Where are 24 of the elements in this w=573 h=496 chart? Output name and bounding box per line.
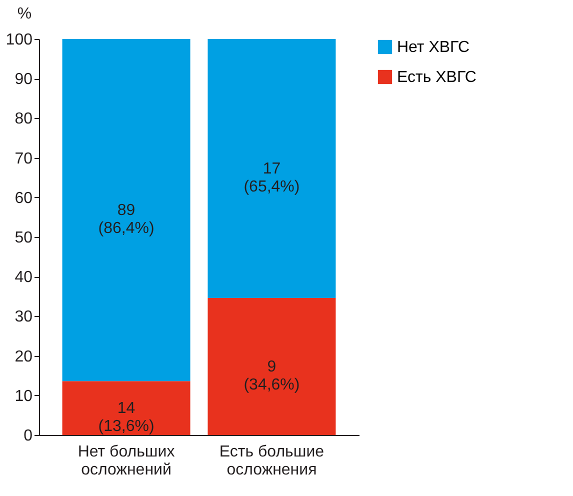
y-tick-label: 80 [14,110,33,128]
bar [208,39,336,298]
x-tick-label: Есть большие осложнения [219,444,324,478]
bar [62,381,190,435]
y-axis-title: % [17,6,32,22]
data-label: 14 (13,6%) [98,400,154,436]
data-label: 17 (65,4%) [244,160,300,196]
y-tick-label: 70 [14,150,33,168]
y-tick-label: 90 [14,71,33,88]
legend-label: Есть ХВГС [397,69,476,86]
bar [62,39,190,382]
y-tick-label: 20 [14,348,33,366]
y-tick-label: 60 [14,190,33,207]
data-label: 89 (86,4%) [98,202,154,238]
y-tick-label: 100 [6,32,33,48]
data-label: 9 (34,6%) [244,358,300,394]
y-tick-label: 50 [14,230,33,246]
x-tick-label: Нет больших осложнений [78,444,175,478]
y-tick-label: 10 [14,388,33,405]
y-tick-label: 0 [24,428,33,444]
bar [208,298,336,435]
y-tick-label: 30 [14,308,33,326]
legend-label: Нет ХВГС [397,39,470,56]
y-tick-label: 40 [14,269,33,286]
